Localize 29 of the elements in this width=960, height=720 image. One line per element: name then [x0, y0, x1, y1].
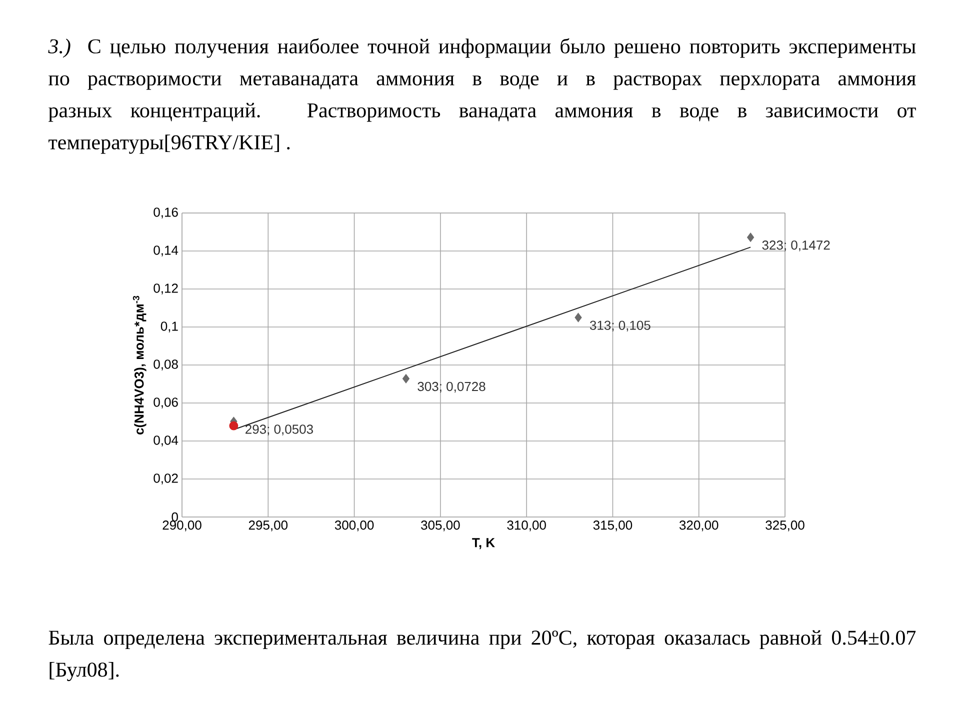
x-tick-label: 305,00	[421, 520, 460, 532]
x-tick-label: 320,00	[679, 520, 718, 532]
x-tick-label: 325,00	[766, 520, 804, 532]
y-tick-label: 0,12	[154, 284, 178, 294]
y-tick-label: 0,08	[154, 360, 178, 370]
y-axis-title: c(NH4VO3), моль*дм$^{-3}$	[132, 296, 146, 434]
data-label: 313; 0,105	[590, 320, 650, 332]
point	[402, 374, 410, 384]
data-label: 293; 0,0503	[246, 424, 313, 436]
data-label: 303; 0,0728	[418, 382, 486, 393]
chart-title: 3.) С целью получения наиболее точной информации было решено повторить эксперименты по растворимости метаванадата аммония в воде и в растворах перхлората аммония разных концентраций. Растворимость ванадата аммония в воде в зависимости от температуры[96TRY/KIE] .	[48, 38, 916, 154]
x-tick-label: 315,00	[593, 520, 632, 532]
y-tick-label: 0,14	[154, 246, 178, 256]
x-tick-label: 310,00	[507, 520, 546, 532]
x-axis-title: T, K	[472, 538, 495, 550]
point	[747, 232, 754, 242]
data-label: 323; 0,1472	[762, 240, 830, 252]
y-tick-label: 0,02	[154, 474, 178, 484]
point	[229, 421, 238, 430]
y-tick-label: 0,16	[154, 208, 178, 218]
y-tick-label: 0,1	[160, 322, 178, 332]
point	[574, 312, 582, 322]
x-tick-label: 290,00	[162, 520, 202, 532]
y-tick-label: 0,04	[154, 436, 178, 446]
text: Была определена экспериментальная величина при 20ºC, которая оказалась равной 0.54±0.07 [Бул08].	[48, 630, 916, 682]
y-tick-label: 0,06	[154, 398, 178, 408]
y-tick-label: 0	[172, 512, 178, 522]
x-tick-label: 295,00	[248, 520, 288, 532]
x-tick-label: 300,00	[334, 520, 374, 532]
